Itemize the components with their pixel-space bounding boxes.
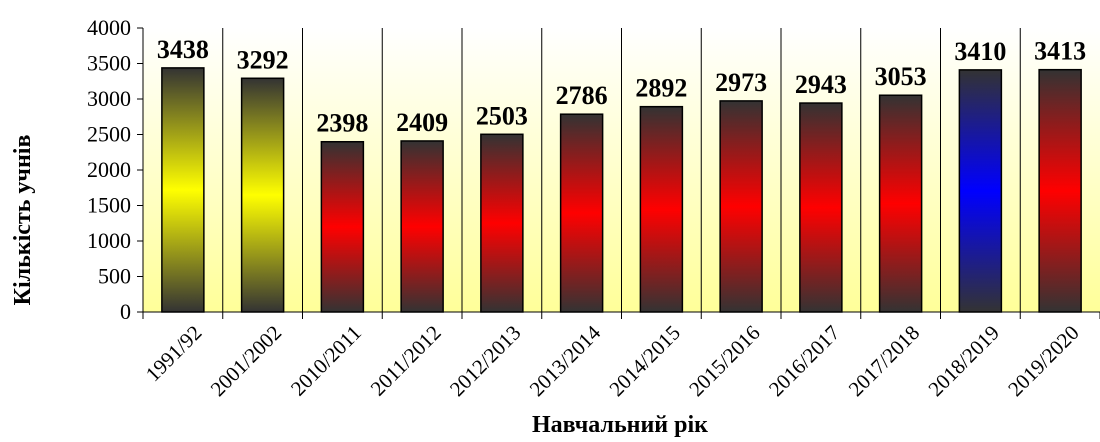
value-label: 3292 (237, 45, 289, 74)
value-label: 2409 (396, 108, 448, 137)
y-tick-label: 0 (120, 299, 131, 324)
bar (958, 69, 1003, 313)
y-tick-label: 3500 (87, 51, 131, 76)
value-label: 3413 (1034, 37, 1086, 66)
y-tick-label: 4000 (87, 15, 131, 40)
bar (480, 133, 524, 313)
value-label: 2943 (795, 70, 847, 99)
value-label: 3410 (954, 37, 1006, 66)
y-tick-label: 500 (98, 264, 131, 289)
bar (161, 67, 205, 313)
bar (1038, 68, 1082, 313)
bar (719, 100, 763, 313)
value-label: 2892 (635, 74, 687, 103)
bar (559, 113, 604, 313)
value-label: 2398 (316, 109, 368, 138)
x-tick-label: 2011/2012 (366, 321, 446, 401)
y-tick-label: 1000 (87, 228, 131, 253)
y-tick-label: 3000 (87, 86, 131, 111)
x-tick-label: 2018/2019 (923, 321, 1003, 401)
x-tick-label: 2016/2017 (764, 321, 844, 401)
bar (240, 77, 285, 313)
value-label: 2973 (715, 68, 767, 97)
value-label: 3053 (875, 62, 927, 91)
x-tick-label: 2017/2018 (844, 321, 924, 401)
x-tick-label: 2010/2011 (286, 321, 366, 401)
bar (400, 140, 444, 313)
y-tick-label: 1500 (87, 193, 131, 218)
value-label: 2503 (476, 101, 528, 130)
x-tick-label: 2014/2015 (604, 321, 684, 401)
x-tick-label: 1991/92 (141, 321, 207, 387)
x-tick-label: 2012/2013 (445, 321, 525, 401)
bar (878, 94, 923, 313)
y-axis-title: Кількість учнів (10, 135, 36, 306)
bar (320, 140, 365, 313)
bar (639, 105, 684, 313)
value-label: 2786 (556, 81, 608, 110)
x-tick-label: 2001/2002 (206, 321, 286, 401)
x-tick-label: 2019/2020 (1003, 321, 1083, 401)
x-axis-title: Навчальний рік (532, 412, 708, 438)
y-tick-label: 2500 (87, 122, 131, 147)
x-tick-label: 2015/2016 (684, 321, 764, 401)
x-tick-label: 2013/2014 (525, 320, 606, 401)
value-label: 3438 (157, 35, 209, 64)
y-tick-label: 2000 (87, 157, 131, 182)
bar (799, 102, 843, 313)
